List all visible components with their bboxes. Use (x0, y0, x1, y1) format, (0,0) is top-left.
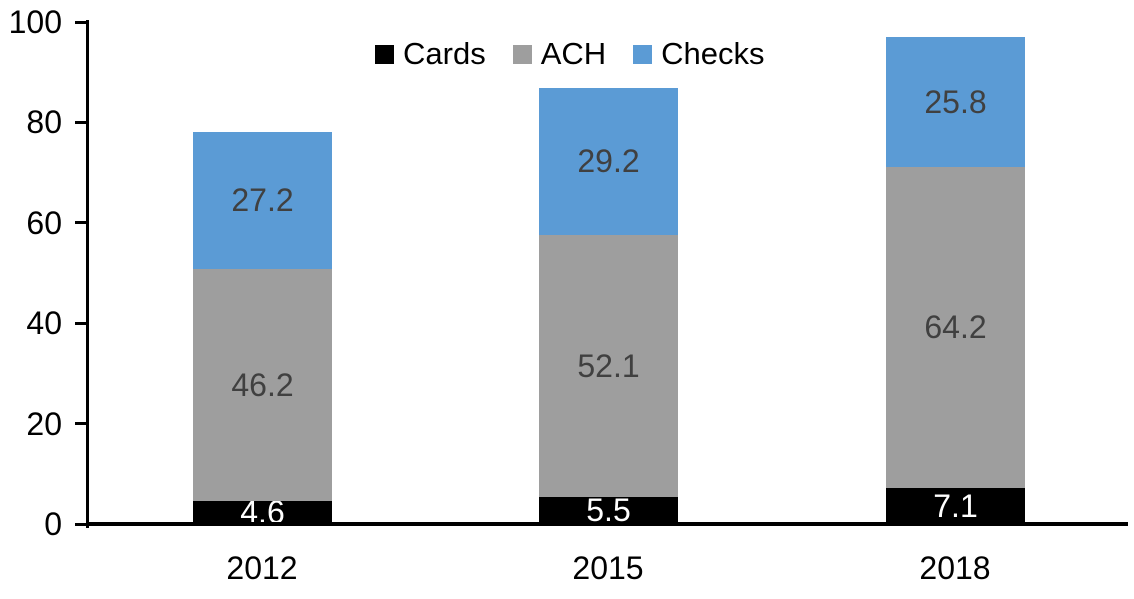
legend-label: ACH (540, 36, 607, 71)
y-tick-mark (75, 322, 86, 325)
y-tick-label: 60 (26, 205, 62, 241)
bar-segment-cards-2015: 5.5 (539, 492, 678, 528)
x-tick-label: 2018 (919, 550, 991, 586)
y-tick-label: 100 (8, 4, 62, 40)
legend-item-cards: Cards (375, 37, 486, 71)
y-tick-label: 80 (26, 104, 62, 140)
x-tick-label: 2015 (572, 550, 644, 586)
bar-segment-ach-2012: 46.2 (193, 269, 332, 501)
x-tick-label: 2012 (226, 550, 298, 586)
y-tick-label: 20 (26, 406, 62, 442)
y-tick-mark (75, 422, 86, 425)
x-axis-line (86, 522, 1128, 526)
legend-item-checks: Checks (633, 36, 765, 71)
legend-swatch-ach (512, 44, 532, 64)
legend-label: Cards (403, 36, 486, 71)
y-tick-mark (75, 523, 86, 526)
bar-segment-ach-2018: 64.2 (886, 166, 1025, 488)
bar-segment-cards-2012: 4.6 (193, 494, 332, 530)
y-tick-mark (75, 121, 86, 124)
y-tick-mark (75, 21, 86, 24)
y-axis-line (86, 20, 89, 528)
bar-segment-checks-2015: 29.2 (539, 88, 678, 235)
legend-swatch-checks (633, 44, 653, 64)
y-tick-label: 40 (26, 305, 62, 341)
bar-segment-checks-2018: 25.8 (886, 37, 1025, 167)
legend-swatch-cards (375, 44, 394, 64)
legend-label: Checks (661, 36, 765, 71)
bar-segment-checks-2012: 27.2 (193, 132, 332, 269)
y-tick-label: 0 (44, 506, 62, 542)
bar-segment-cards-2018: 7.1 (886, 488, 1025, 524)
bar-segment-ach-2015: 52.1 (539, 235, 678, 497)
y-tick-mark (75, 221, 86, 224)
legend-item-ach: ACH (512, 36, 607, 71)
legend: Cards ACH Checks (375, 37, 765, 71)
